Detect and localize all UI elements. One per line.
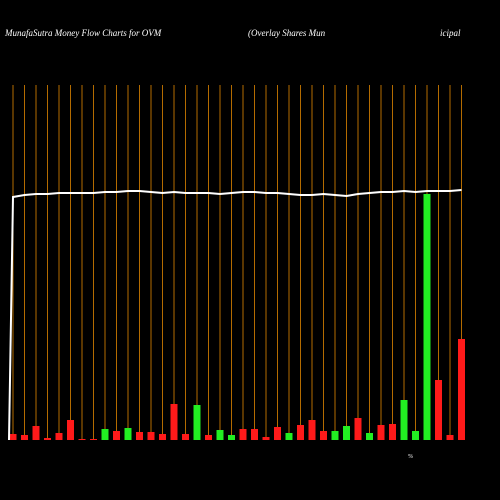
bar (9, 434, 17, 440)
bar (274, 427, 281, 440)
bar (320, 431, 327, 440)
bar (354, 418, 362, 440)
bar (412, 431, 419, 440)
bar (262, 437, 270, 440)
bar (308, 420, 316, 440)
bar (285, 433, 293, 440)
bar (101, 429, 109, 440)
bar (343, 426, 350, 440)
bar (67, 420, 74, 440)
bar (21, 435, 28, 440)
bar (124, 428, 132, 440)
bar (78, 439, 86, 440)
bar (377, 425, 385, 440)
bar (147, 432, 155, 440)
bar (366, 433, 373, 440)
bar (90, 439, 97, 440)
bar (400, 400, 408, 440)
bar (170, 404, 178, 440)
bar (389, 424, 396, 440)
bar (331, 431, 339, 440)
bar (182, 434, 189, 440)
bar (435, 380, 442, 440)
bar (205, 435, 212, 440)
bar (446, 435, 454, 440)
bar (159, 434, 166, 440)
bar (136, 432, 143, 440)
bar (251, 429, 258, 440)
annotation: % (408, 454, 413, 460)
bar (113, 431, 120, 440)
bar (423, 194, 431, 440)
money-flow-line (8, 189, 462, 441)
bar (239, 429, 247, 440)
chart-subtitle: (Overlay Shares Mun (248, 28, 326, 38)
bar (216, 430, 224, 440)
bar (228, 435, 235, 440)
bar (55, 433, 63, 440)
bar (44, 438, 51, 440)
chart-subtitle: icipal (440, 28, 461, 38)
chart-title: MunafaSutra Money Flow Charts for OVM (4, 28, 162, 38)
bar (193, 405, 201, 440)
bar (32, 426, 40, 440)
bar (297, 425, 304, 440)
bar (458, 339, 465, 440)
